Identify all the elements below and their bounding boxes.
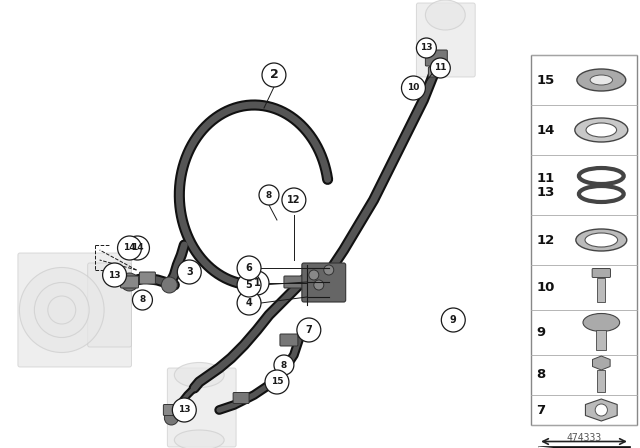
Circle shape	[324, 265, 333, 275]
FancyBboxPatch shape	[280, 334, 298, 346]
Ellipse shape	[35, 283, 89, 337]
Text: 13: 13	[108, 271, 121, 280]
Circle shape	[132, 290, 152, 310]
Text: 8: 8	[266, 190, 272, 199]
Circle shape	[282, 188, 306, 212]
Text: 14: 14	[123, 244, 136, 253]
Text: 10: 10	[407, 83, 420, 92]
Circle shape	[237, 273, 261, 297]
FancyBboxPatch shape	[88, 263, 131, 347]
FancyBboxPatch shape	[168, 368, 236, 447]
Ellipse shape	[590, 75, 612, 85]
Text: 1: 1	[253, 278, 260, 288]
FancyBboxPatch shape	[428, 67, 444, 77]
Circle shape	[595, 404, 607, 416]
Bar	[596, 331, 607, 350]
Circle shape	[172, 398, 196, 422]
Text: 9: 9	[536, 326, 545, 339]
Circle shape	[120, 273, 138, 291]
Circle shape	[102, 263, 127, 287]
Ellipse shape	[577, 69, 626, 91]
Ellipse shape	[174, 430, 224, 448]
Text: 5: 5	[246, 280, 252, 290]
Text: 8: 8	[140, 296, 145, 305]
Circle shape	[118, 236, 141, 260]
Text: 4: 4	[246, 298, 252, 308]
Text: 15: 15	[536, 73, 554, 86]
Circle shape	[237, 291, 261, 315]
Ellipse shape	[575, 118, 628, 142]
Circle shape	[430, 58, 451, 78]
Circle shape	[161, 277, 177, 293]
Polygon shape	[586, 399, 617, 421]
Text: 10: 10	[536, 281, 554, 294]
Ellipse shape	[585, 233, 618, 247]
FancyBboxPatch shape	[592, 268, 611, 277]
Text: 6: 6	[246, 263, 252, 273]
Bar	[538, 447, 630, 448]
Text: 14: 14	[536, 124, 554, 137]
FancyBboxPatch shape	[302, 263, 346, 302]
Circle shape	[442, 308, 465, 332]
Ellipse shape	[48, 296, 76, 324]
Text: 11
13: 11 13	[536, 172, 554, 198]
FancyBboxPatch shape	[417, 3, 475, 77]
Circle shape	[259, 185, 279, 205]
Circle shape	[274, 355, 294, 375]
FancyBboxPatch shape	[163, 405, 179, 415]
Text: 7: 7	[536, 404, 545, 417]
FancyBboxPatch shape	[18, 253, 131, 367]
Circle shape	[309, 270, 319, 280]
Text: 14: 14	[131, 244, 144, 253]
Text: 474333: 474333	[566, 433, 602, 443]
Circle shape	[297, 318, 321, 342]
Circle shape	[164, 411, 179, 425]
Text: 12: 12	[536, 233, 554, 246]
Text: 13: 13	[420, 43, 433, 52]
Circle shape	[314, 280, 324, 290]
Circle shape	[417, 38, 436, 58]
FancyBboxPatch shape	[284, 276, 304, 288]
Ellipse shape	[586, 123, 616, 137]
Text: 13: 13	[178, 405, 191, 414]
FancyBboxPatch shape	[426, 50, 447, 66]
Text: 11: 11	[434, 64, 447, 73]
FancyBboxPatch shape	[120, 276, 138, 288]
Bar	[597, 370, 605, 392]
Text: 8: 8	[536, 369, 545, 382]
Ellipse shape	[174, 362, 224, 388]
Bar	[597, 279, 605, 302]
Text: 12: 12	[287, 195, 301, 205]
FancyBboxPatch shape	[233, 392, 249, 404]
Circle shape	[265, 370, 289, 394]
Circle shape	[125, 236, 149, 260]
Polygon shape	[593, 356, 610, 370]
Ellipse shape	[576, 229, 627, 251]
Ellipse shape	[19, 267, 104, 353]
Ellipse shape	[426, 0, 465, 30]
Circle shape	[262, 63, 286, 87]
Circle shape	[401, 76, 426, 100]
FancyBboxPatch shape	[531, 55, 637, 425]
Polygon shape	[538, 447, 584, 448]
Circle shape	[237, 256, 261, 280]
Circle shape	[245, 271, 269, 295]
Circle shape	[177, 260, 201, 284]
Text: 15: 15	[271, 378, 284, 387]
Ellipse shape	[583, 314, 620, 332]
Text: 3: 3	[186, 267, 193, 277]
Text: 2: 2	[269, 69, 278, 82]
Text: 7: 7	[305, 325, 312, 335]
Text: 9: 9	[450, 315, 457, 325]
Text: 8: 8	[281, 361, 287, 370]
FancyBboxPatch shape	[140, 272, 156, 284]
